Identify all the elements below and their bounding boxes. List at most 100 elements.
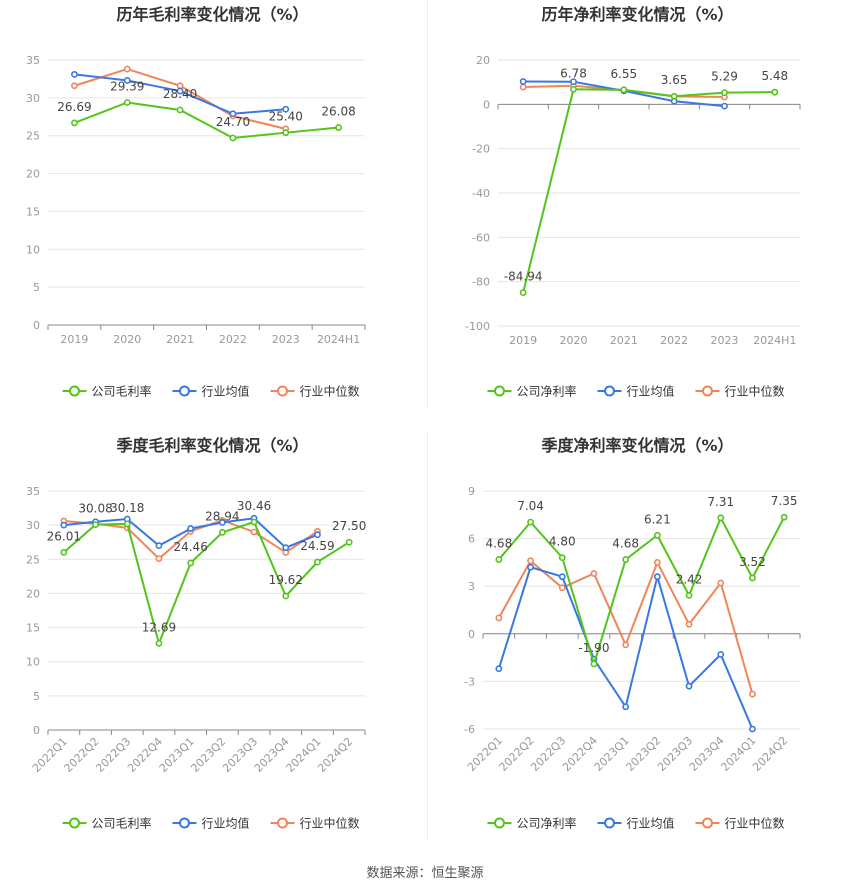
y-tick-label: 30 <box>26 519 40 532</box>
y-tick-label: 0 <box>468 628 475 641</box>
legend-label: 行业均值 <box>627 384 675 399</box>
chart-title: 季度毛利率变化情况（%） <box>115 436 308 455</box>
data-point-company <box>622 556 630 563</box>
legend-swatch-marker <box>69 817 80 829</box>
legend-label: 行业均值 <box>627 816 675 831</box>
data-label: 12.69 <box>142 620 176 634</box>
data-label: 7.31 <box>707 495 734 509</box>
y-tick-label: 0 <box>483 98 490 111</box>
data-point-company <box>721 89 728 97</box>
legend-label: 公司净利率 <box>517 384 577 399</box>
data-point-industry-avg <box>282 544 290 552</box>
y-tick-label: -80 <box>472 276 490 289</box>
data-point-company <box>345 538 353 546</box>
legend-label: 公司净利率 <box>517 816 577 831</box>
chart-title: 历年毛利率变化情况（%） <box>116 5 308 24</box>
y-tick-label: 15 <box>26 205 40 218</box>
data-point-company <box>187 559 195 567</box>
legend-item-company: 公司毛利率 <box>62 816 152 831</box>
data-label: 28.94 <box>205 509 239 523</box>
legend: 公司毛利率 行业均值 行业中位数 <box>62 816 360 831</box>
panel-divider-top <box>427 0 428 408</box>
data-point-company <box>558 554 566 562</box>
y-tick-label: 9 <box>468 485 475 498</box>
y-tick-label: 10 <box>26 243 40 256</box>
y-tick-label: 6 <box>468 533 475 546</box>
y-tick-label: 15 <box>26 622 40 635</box>
data-point-industry-median <box>749 690 756 698</box>
data-label: 30.08 <box>78 502 112 516</box>
x-tick-label: 2023 <box>711 334 739 347</box>
data-point-company <box>685 592 693 599</box>
data-point-company <box>519 289 527 297</box>
legend-swatch-marker <box>179 385 190 397</box>
data-point-industry-median <box>622 641 630 649</box>
legend-swatch-marker <box>702 817 713 829</box>
x-tick-label: 2020 <box>560 334 588 347</box>
y-tick-label: 30 <box>26 92 40 105</box>
data-point-industry-avg <box>622 703 630 711</box>
data-point-industry-avg <box>495 665 503 673</box>
legend-label: 行业中位数 <box>725 816 785 831</box>
y-tick-label: 35 <box>26 485 40 498</box>
quarterly-gross-margin-chart: 季度毛利率变化情况（%）051015202530352022Q12022Q220… <box>26 436 366 831</box>
data-point-company <box>282 592 290 600</box>
legend-swatch-marker <box>604 817 615 829</box>
y-tick-label: -60 <box>472 231 490 244</box>
data-point-industry-avg <box>71 70 78 78</box>
data-label: 24.46 <box>173 540 207 554</box>
data-point-industry-avg <box>176 87 184 95</box>
y-tick-label: 20 <box>26 587 40 600</box>
data-point-company <box>527 518 534 526</box>
legend-item-company: 公司毛利率 <box>62 384 152 399</box>
series-line-company <box>63 520 350 647</box>
chart-title: 历年净利率变化情况（%） <box>541 5 733 24</box>
y-tick-label: -3 <box>464 675 475 688</box>
x-tick-label: 2019 <box>509 334 537 347</box>
legend-item-industry-median: 行业中位数 <box>270 384 360 399</box>
legend-label: 行业均值 <box>202 384 250 399</box>
x-tick-label: 2023 <box>272 333 300 346</box>
data-point-company <box>155 639 163 647</box>
legend-item-industry-avg: 行业均值 <box>172 816 250 831</box>
data-label: 25.40 <box>269 110 303 124</box>
data-point-industry-median <box>717 579 725 587</box>
data-point-industry-avg <box>123 77 131 84</box>
legend: 公司净利率 行业均值 行业中位数 <box>487 384 785 399</box>
data-point-company <box>620 86 628 94</box>
legend-swatch-marker <box>179 817 190 829</box>
data-label: 7.35 <box>771 494 798 508</box>
data-point-industry-avg <box>519 78 527 85</box>
data-label: 6.78 <box>560 66 587 80</box>
data-label: 19.62 <box>269 573 303 587</box>
y-tick-label: 25 <box>26 553 40 566</box>
x-tick-label: 2024H1 <box>753 334 796 347</box>
data-point-company <box>123 520 131 528</box>
data-label: 26.01 <box>47 529 81 543</box>
x-tick-label: 2021 <box>610 334 638 347</box>
data-label: 4.80 <box>549 535 576 549</box>
legend-swatch-marker <box>702 385 713 397</box>
data-label: 3.65 <box>661 73 688 87</box>
data-point-industry-avg <box>653 573 661 581</box>
data-label: 4.68 <box>485 537 512 551</box>
data-point-industry-median <box>123 65 131 73</box>
data-point-industry-median <box>527 557 534 565</box>
data-point-industry-avg <box>685 682 693 690</box>
legend-swatch-marker <box>69 385 80 397</box>
data-label: 5.48 <box>761 69 788 83</box>
data-point-company <box>771 88 779 96</box>
data-point-company <box>335 124 342 131</box>
legend-label: 行业中位数 <box>725 384 785 399</box>
y-tick-label: 5 <box>33 281 40 294</box>
data-label: 24.70 <box>216 115 250 129</box>
data-label: 6.55 <box>610 67 637 81</box>
data-label: 30.18 <box>110 501 144 515</box>
legend: 公司净利率 行业均值 行业中位数 <box>487 816 785 831</box>
annual-gross-margin-chart: 历年毛利率变化情况（%） 0 5 10 15 20 25 30 35 2019 2020 2021 20… <box>26 5 366 399</box>
x-tick-label: 2019 <box>60 333 88 346</box>
data-point-company <box>60 548 68 556</box>
series-line-company <box>522 88 775 293</box>
legend-item-industry-avg: 行业均值 <box>597 384 675 399</box>
data-label: 2.42 <box>676 572 703 586</box>
